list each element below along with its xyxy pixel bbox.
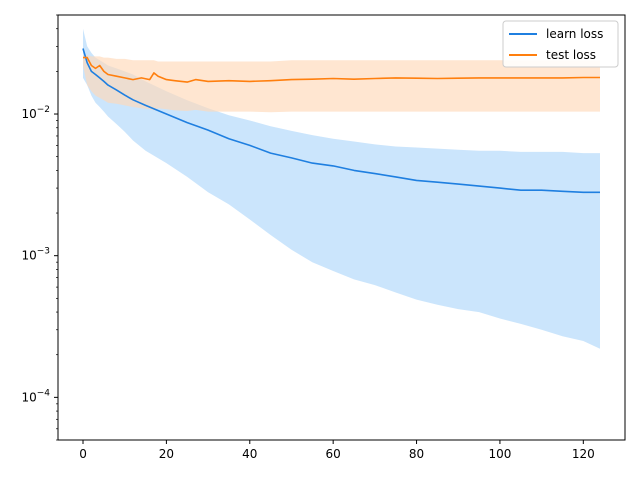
legend-label-0: learn loss bbox=[546, 27, 603, 41]
confidence-bands bbox=[83, 28, 600, 349]
x-tick-label: 100 bbox=[488, 447, 511, 461]
band-0 bbox=[83, 28, 600, 349]
x-tick-label: 80 bbox=[409, 447, 424, 461]
x-tick-label: 40 bbox=[242, 447, 257, 461]
x-tick-label: 20 bbox=[159, 447, 174, 461]
series-line-1 bbox=[83, 56, 600, 83]
x-tick-label: 60 bbox=[326, 447, 341, 461]
x-tick-label: 0 bbox=[79, 447, 87, 461]
legend: learn loss test loss bbox=[502, 20, 619, 68]
x-tick-label: 120 bbox=[572, 447, 595, 461]
legend-label-1: test loss bbox=[546, 48, 596, 62]
series-line-0 bbox=[82, 48, 600, 194]
series-lines bbox=[82, 48, 600, 194]
x-axis: 0 20 40 60 80 100 120 bbox=[79, 440, 595, 461]
plot-frame bbox=[57, 14, 626, 441]
band-1 bbox=[83, 55, 600, 113]
